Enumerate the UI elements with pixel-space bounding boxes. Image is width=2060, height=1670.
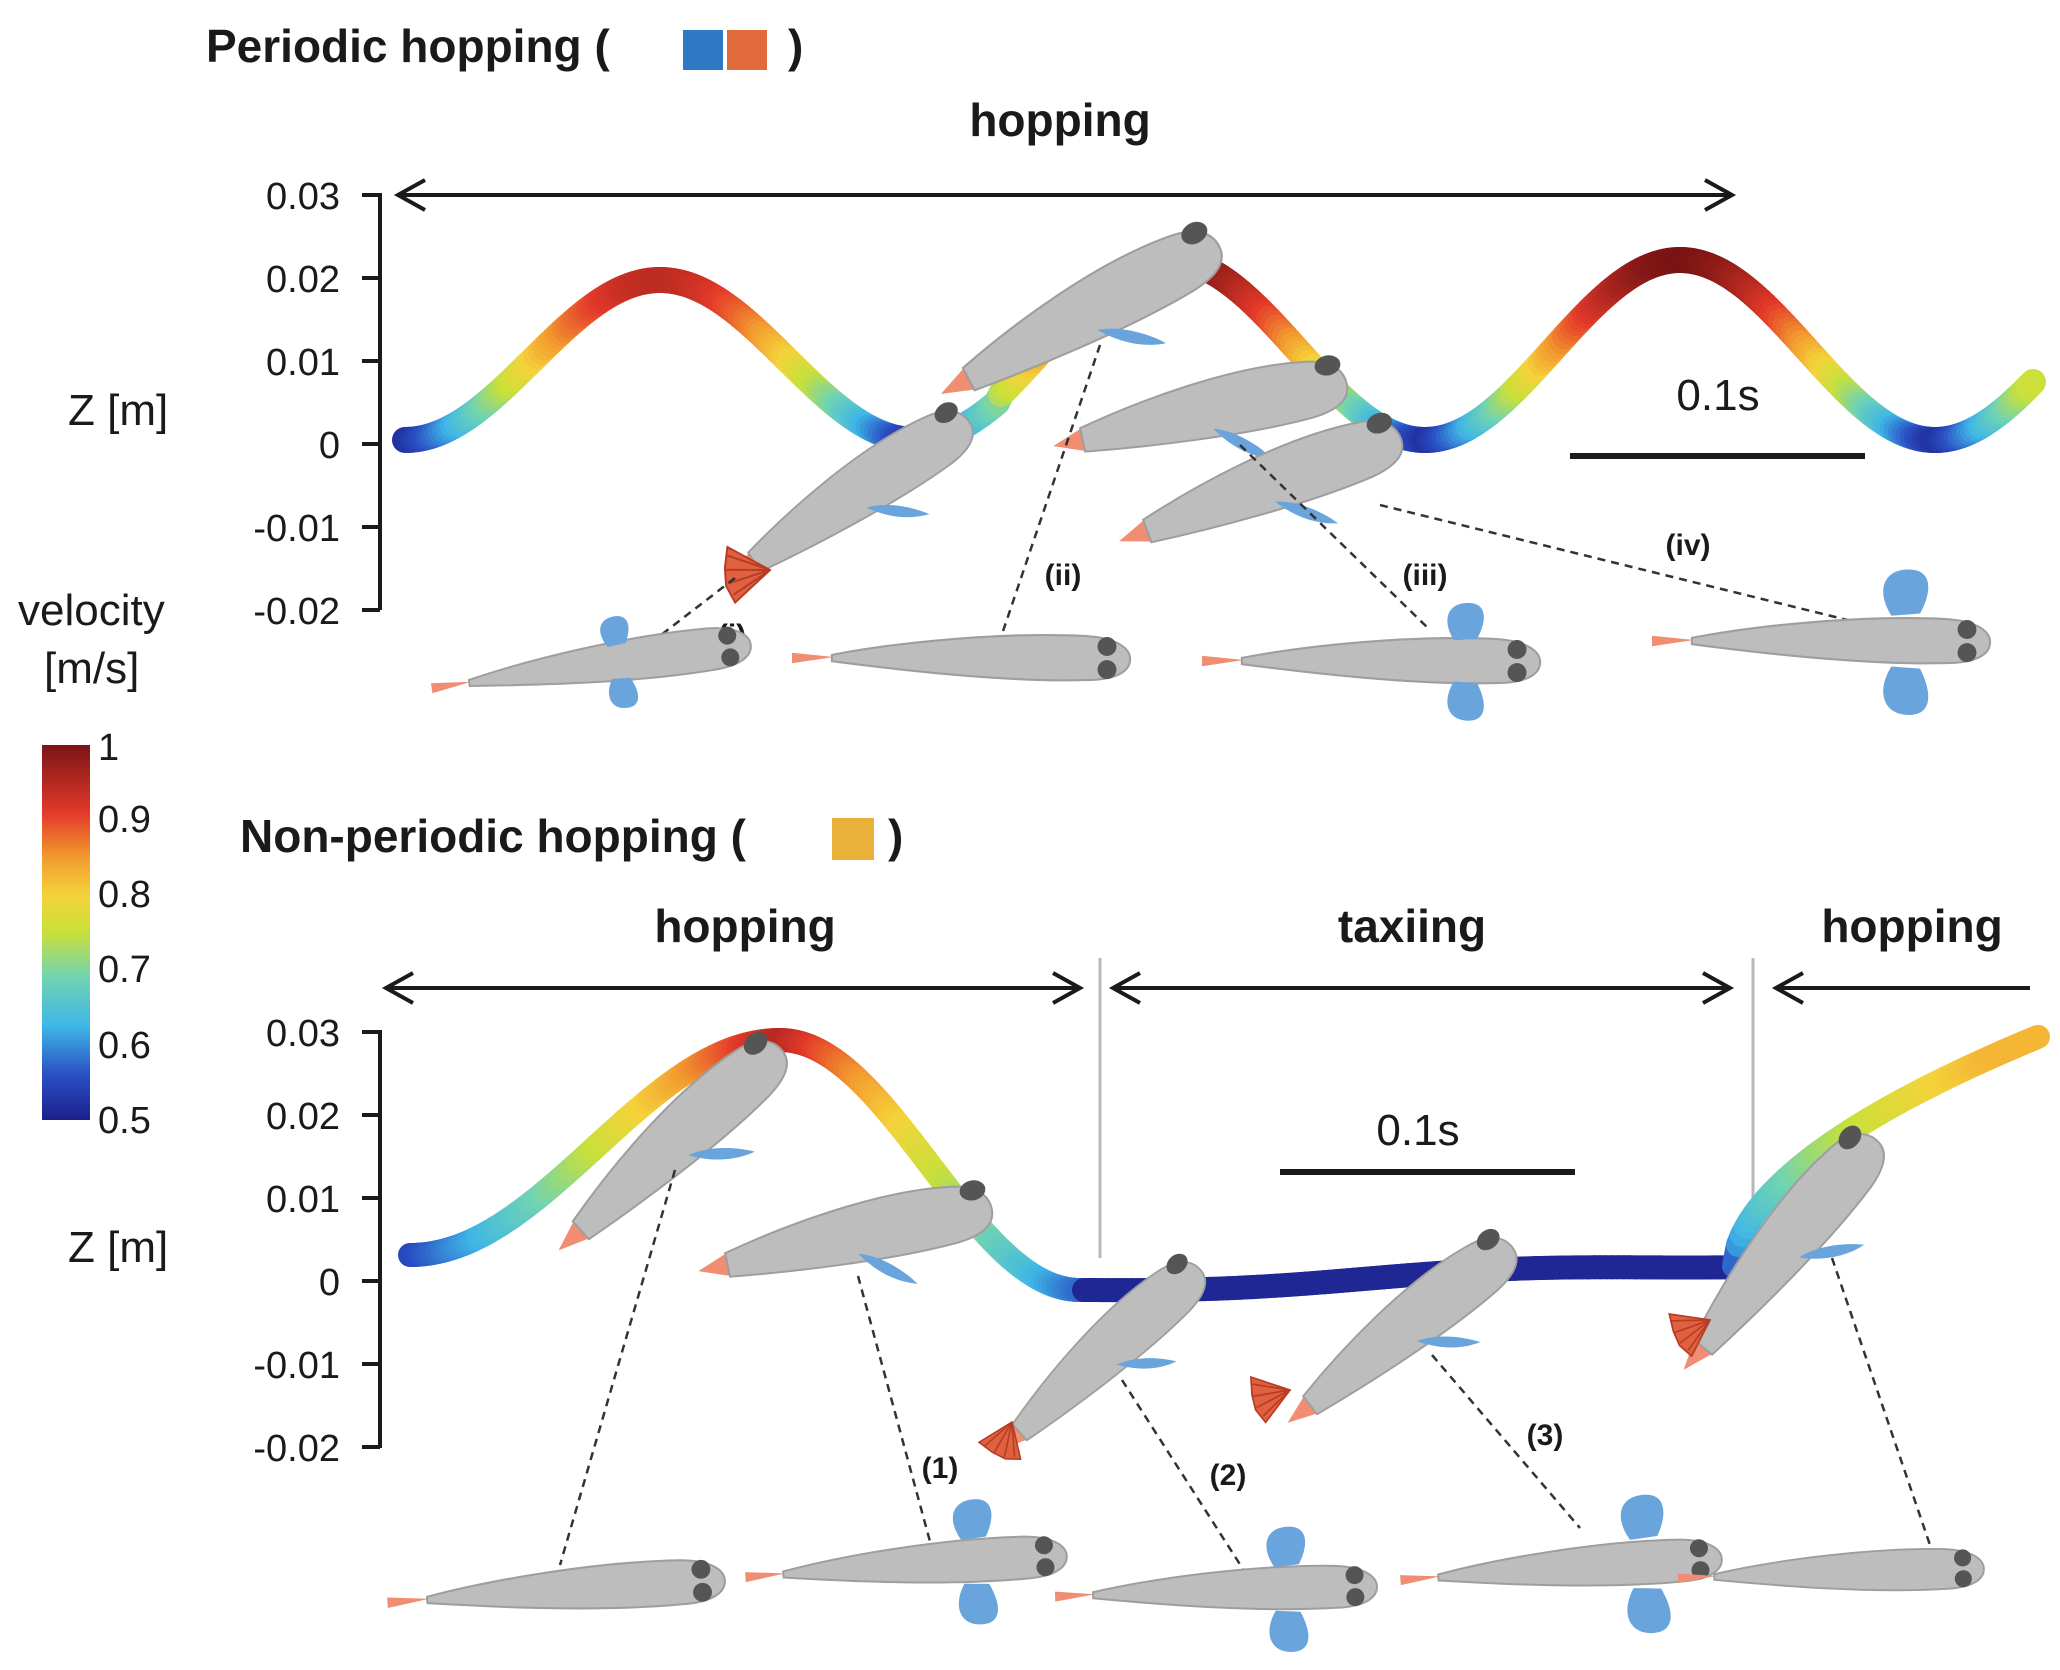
swatch-yellow [832,818,874,860]
fish-top-icon [427,614,755,711]
bottom-phase-taxiing: taxiing [1338,900,1486,952]
fish-top-icon [1397,1493,1725,1635]
callout-ii: (ii) [1045,559,1082,592]
bottom-ytick-4: -0.01 [253,1345,340,1387]
fish-side-icon [1266,1220,1548,1468]
fish-top-icon [1676,1545,1986,1600]
fish-top-icon [1650,569,1992,715]
top-ytick-1: 0.02 [266,259,340,301]
callout-3: (3) [1527,1419,1564,1452]
top-ytick-2: 0.01 [266,342,340,384]
callout-2: (2) [1210,1459,1247,1492]
bottom-title-close: ) [888,810,903,862]
fish-top-icon [1200,602,1542,721]
tail-fan [1243,1365,1299,1425]
top-scale-label: 0.1s [1676,371,1759,420]
fish-top-icon [742,1498,1070,1626]
bottom-phase-hopping-2: hopping [1821,900,2002,952]
top-ytick-5: -0.02 [253,591,340,633]
fish-top-icon [790,634,1132,682]
bottom-ytick-0: 0.03 [266,1013,340,1055]
colorbar-tick-1: 1 [98,727,119,769]
top-title: Periodic hopping ( [206,20,610,72]
top-y-axis: 0.03 0.02 0.01 0 -0.01 -0.02 Z [m] [68,176,382,633]
colorbar-label-line2: [m/s] [44,644,139,693]
colorbar-tick-07: 0.7 [98,949,151,991]
double-arrow-icon [381,971,1085,1005]
colorbar-label-line1: velocity [18,586,165,635]
double-arrow-icon [393,178,1737,212]
colorbar-tick-06: 0.6 [98,1025,151,1067]
panel-bottom: Non-periodic hopping ( ) hopping taxiing… [68,810,2050,1653]
colorbar-gradient [42,745,90,1120]
fish-top-icon [384,1555,728,1627]
swatch-orange [727,30,767,70]
top-ytick-3: 0 [319,425,340,467]
trajectory-segment [2022,1024,2050,1051]
top-ytick-4: -0.01 [253,508,340,550]
callout-1: (1) [922,1452,959,1485]
colorbar-tick-05: 0.5 [98,1100,151,1142]
bottom-ytick-1: 0.02 [266,1096,340,1138]
fish-top-icon [1053,1526,1379,1653]
left-arrow-icon [1771,971,2030,1005]
bottom-ytick-5: -0.02 [253,1428,340,1470]
colorbar-tick-08: 0.8 [98,874,151,916]
top-title-close: ) [788,20,803,72]
double-arrow-icon [1108,971,1735,1005]
bottom-ylabel: Z [m] [68,1223,168,1272]
callout-iv: (iv) [1666,529,1711,562]
trajectory-segment [2016,368,2046,400]
colorbar: velocity [m/s] 1 0.9 0.8 0.7 0.6 0.5 [18,586,165,1142]
bottom-ytick-3: 0 [319,1262,340,1304]
bottom-ytick-2: 0.01 [266,1179,340,1221]
top-phase-hopping: hopping [969,94,1150,146]
colorbar-tick-09: 0.9 [98,799,151,841]
callout-iii: (iii) [1403,559,1448,592]
top-ylabel: Z [m] [68,386,168,435]
bottom-scale-label: 0.1s [1376,1106,1459,1155]
top-ytick-0: 0.03 [266,176,340,218]
swatch-blue [683,30,723,70]
panel-top: Periodic hopping ( ) hopping 0.03 0.02 0… [68,20,2046,721]
bottom-y-axis: 0.03 0.02 0.01 0 -0.01 -0.02 Z [m] [68,1013,382,1470]
bottom-phase-hopping-1: hopping [654,900,835,952]
fish-side-icon [690,1174,1005,1329]
bottom-title: Non-periodic hopping ( [240,810,747,862]
